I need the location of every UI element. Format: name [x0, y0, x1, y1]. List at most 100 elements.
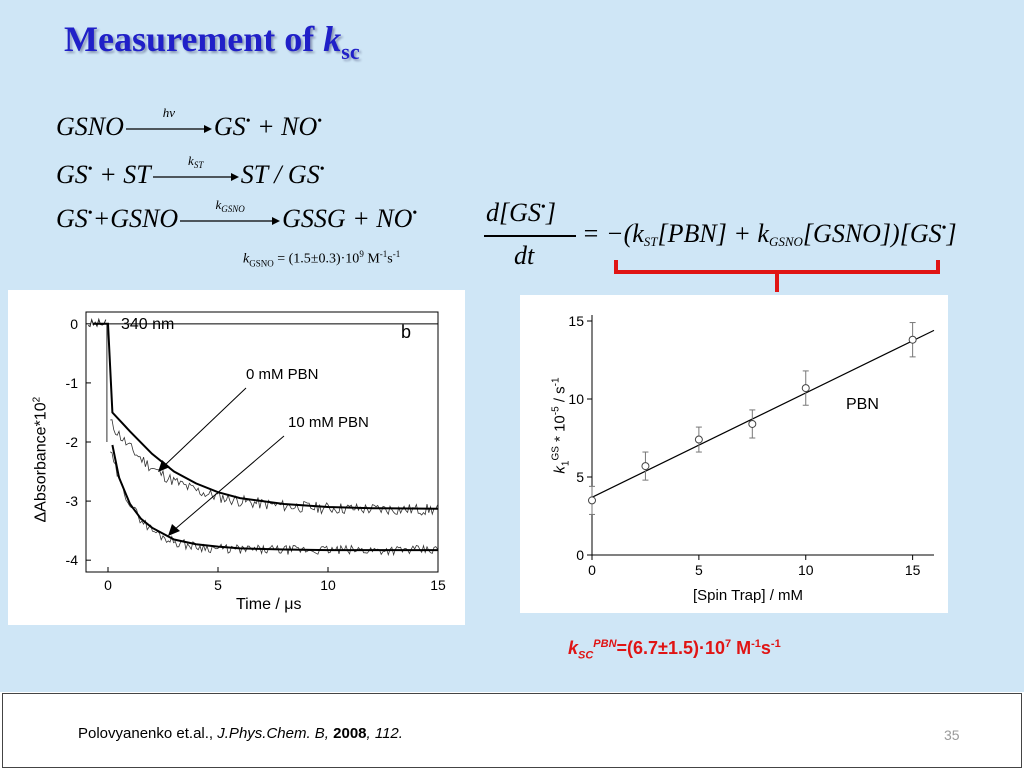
- y-tick-label: -1: [66, 375, 79, 391]
- right-xlabel: [Spin Trap] / mM: [693, 587, 804, 604]
- y-tick-label: 0: [576, 547, 584, 563]
- k-st: k: [632, 219, 644, 248]
- title-text: Measurement of: [64, 19, 324, 59]
- data-point: [588, 496, 596, 505]
- kgsno-unit2-exp: -1: [392, 249, 401, 259]
- rate-eq-denominator: dt: [514, 241, 535, 270]
- radical-dot: •: [317, 114, 323, 129]
- r3-arrow: kGSNO: [180, 197, 281, 227]
- rate-eq-numerator: d[GS•]: [486, 198, 556, 228]
- label-10mm-pbn: 10 mM PBN: [288, 414, 369, 431]
- left-plot-panel: 0 5 10 15 0 -1 -2 -3 -4 340 nm b 0 mM PBN 10 mM …: [8, 290, 465, 625]
- y-tick-label: 5: [576, 469, 584, 485]
- y-tick-label: 0: [70, 316, 78, 332]
- kgsno-unit1-exp: -1: [379, 249, 388, 259]
- numerator-end: ]: [545, 198, 556, 227]
- radical-dot: •: [87, 206, 93, 221]
- kgsno-k: k: [243, 251, 250, 267]
- slide-title: Measurement of ksc: [64, 18, 360, 65]
- absorbance-plot: 0 5 10 15 0 -1 -2 -3 -4: [66, 311, 446, 593]
- gsno-term: [GSNO]): [802, 219, 900, 248]
- r1-lhs: GSNO: [56, 112, 124, 141]
- kgsno-value: kGSNO = (1.5±0.3)·109 M-1s-1: [243, 249, 400, 268]
- radical-dot: •: [87, 162, 93, 177]
- left-xlabel: Time / μs: [236, 596, 302, 613]
- cite-journal: J.Phys.Chem. B,: [217, 725, 329, 742]
- trace-0mm-noise: [110, 419, 438, 516]
- cite-authors: Polovyanenko et.al.,: [78, 725, 218, 742]
- arrow-head-icon: [168, 524, 180, 536]
- ylabel-unit: / s: [551, 386, 569, 407]
- gs-term: [GS: [899, 219, 942, 248]
- x-tick-label: 15: [905, 562, 921, 578]
- r2-arrow-label: kST: [153, 153, 239, 170]
- annotation-arrow-0mm: [163, 387, 247, 467]
- left-ylabel: ΔAbsorbance*102: [31, 375, 50, 545]
- reaction-2: GS• + ST kST ST / GS•: [56, 153, 325, 190]
- r2-rhs: ST / GS: [240, 160, 320, 189]
- citation: Polovyanenko et.al., J.Phys.Chem. B, 200…: [78, 725, 403, 742]
- reaction-3: GS•+GSNO kGSNO GSSG + NO•: [56, 197, 417, 234]
- ylabel-unit-exp: -1: [550, 377, 562, 387]
- ylabel-k: k: [551, 466, 569, 474]
- red-bracket: [614, 260, 940, 292]
- label-0mm-pbn: 0 mM PBN: [246, 366, 319, 383]
- r1-arrow-label: hv: [162, 105, 176, 121]
- title-k: k: [323, 19, 342, 59]
- right-ylabel: k1GS * 10-5 / s-1: [551, 341, 572, 511]
- ylabel-exp: -5: [550, 406, 562, 416]
- arrow-icon: [125, 125, 212, 134]
- title-sub: sc: [341, 39, 360, 65]
- kgsno-sub: GSNO: [249, 258, 274, 269]
- k-gsno-sub: GSNO: [768, 234, 803, 249]
- x-tick-label: 10: [320, 577, 336, 593]
- ksc-value: =(6.7±1.5)·10: [616, 638, 725, 658]
- series-label-pbn: PBN: [846, 396, 879, 413]
- arrow-head-icon: [158, 460, 170, 472]
- kgsno-unit1: M: [363, 251, 380, 267]
- wavelength-label: 340 nm: [121, 316, 175, 333]
- right-plot-panel: 0 0 5 5 10 10 15 15 PBN [Spin Trap] / mM k1GS *…: [520, 295, 948, 613]
- x-tick-label: 0: [104, 577, 112, 593]
- data-point: [908, 335, 917, 344]
- pbn-term: [PBN] +: [657, 219, 758, 248]
- arrow-icon: [180, 217, 281, 226]
- y-tick-label: -4: [66, 552, 79, 568]
- r1-arrow: hv: [125, 105, 212, 135]
- x-tick-label: 5: [214, 577, 222, 593]
- fit-line-0mm-pbn: [92, 322, 439, 510]
- spin-trap-plot: 00 5 5 10 10 15 15: [568, 313, 935, 578]
- panel-label: b: [401, 322, 412, 342]
- data-point: [748, 419, 757, 428]
- rate-eq-rhs: = −(kST[PBN] + kGSNO[GSNO])[GS•]: [582, 219, 957, 250]
- gs-end: ]: [946, 219, 957, 248]
- kgsno-number: = (1.5±0.3)·10: [273, 251, 360, 267]
- ksc-unit1-exp: -1: [751, 638, 761, 650]
- ksc-result: kSCPBN=(6.7±1.5)·107 M-1s-1: [568, 638, 781, 662]
- r3-k-sub: GSNO: [221, 204, 245, 215]
- r2-lhs-b: + ST: [99, 160, 151, 189]
- fit-line: [591, 329, 935, 498]
- data-point: [801, 384, 810, 393]
- r3-k: k: [215, 197, 222, 213]
- left-ylabel-exp: 2: [31, 396, 43, 403]
- page-number: 35: [944, 727, 960, 743]
- r3-rhs: GSSG + NO: [282, 204, 413, 233]
- ksc-exp: 7: [724, 638, 732, 650]
- ksc-unit2: s: [760, 638, 771, 658]
- plot-frame: [85, 311, 439, 573]
- y-tick-label: -2: [66, 434, 79, 450]
- cite-pages: , 112.: [366, 725, 403, 742]
- ylabel-sub: 1: [560, 460, 572, 467]
- radical-dot: •: [245, 114, 251, 129]
- footer-box: [2, 693, 1022, 768]
- ksc-unit1: M: [731, 638, 752, 658]
- arrow-icon: [152, 173, 239, 182]
- cite-year: 2008: [328, 725, 367, 742]
- x-tick-label: 10: [798, 562, 814, 578]
- r2-k: k: [188, 153, 194, 169]
- ylabel-rest: * 10: [551, 415, 569, 447]
- r3-lhs-a: GS: [56, 204, 88, 233]
- data-point: [694, 435, 703, 444]
- radical-dot: •: [319, 162, 325, 177]
